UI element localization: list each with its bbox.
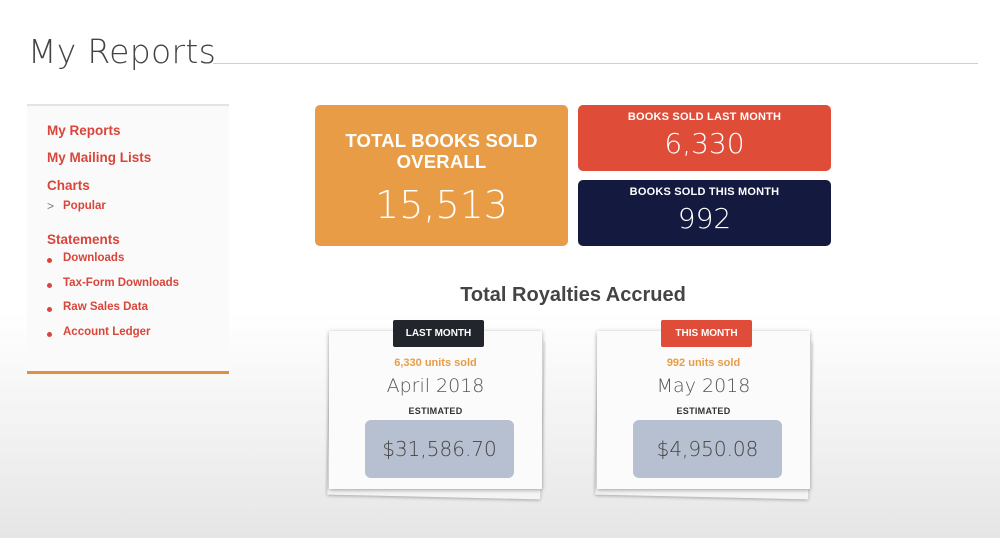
this-month-date: May 2018	[656, 375, 751, 397]
sidebar-link-my-mailing-lists[interactable]: My Mailing Lists	[47, 150, 152, 165]
sidebar-link-account-ledger[interactable]: Account Ledger	[63, 326, 151, 338]
total-label-line1: TOTAL BOOKS SOLD	[345, 130, 538, 151]
total-books-sold-card: TOTAL BOOKS SOLD OVERALL 15,513	[315, 105, 568, 246]
sidebar-link-popular[interactable]: Popular	[63, 200, 106, 212]
books-sold-last-month-label: BOOKS SOLD LAST MONTH	[627, 111, 782, 123]
sidebar-link-tax-form-downloads[interactable]: Tax-Form Downloads	[63, 277, 180, 289]
last-month-royalty-amount: $31,586.70	[365, 420, 514, 478]
total-label-line2: OVERALL	[396, 151, 487, 172]
last-month-badge: LAST MONTH	[393, 320, 484, 347]
title-divider	[213, 63, 978, 64]
sidebar-link-raw-sales-data[interactable]: Raw Sales Data	[63, 301, 149, 313]
page-title: My Reports	[28, 32, 217, 71]
this-month-estimated-label: ESTIMATED	[676, 406, 731, 416]
bullet-icon	[47, 332, 52, 337]
last-month-date: April 2018	[386, 375, 485, 397]
bullet-icon	[47, 258, 52, 263]
books-sold-this-month-card: BOOKS SOLD THIS MONTH 992	[578, 180, 831, 246]
bullet-icon	[47, 283, 52, 288]
sidebar-link-statements[interactable]: Statements	[47, 232, 120, 247]
books-sold-this-month-value: 992	[677, 202, 732, 235]
total-books-sold-label: TOTAL BOOKS SOLD OVERALL	[315, 130, 568, 172]
sidebar: My Reports My Mailing Lists Charts > Pop…	[27, 104, 229, 374]
total-books-sold-value: 15,513	[375, 183, 508, 227]
sidebar-link-my-reports[interactable]: My Reports	[47, 123, 121, 138]
books-sold-this-month-label: BOOKS SOLD THIS MONTH	[629, 186, 780, 198]
royalties-section-title: Total Royalties Accrued	[460, 284, 686, 306]
this-month-units-sold: 992 units sold	[666, 357, 741, 369]
page-header: My Reports	[28, 30, 978, 80]
last-month-estimated-label: ESTIMATED	[408, 406, 463, 416]
books-sold-last-month-value: 6,330	[664, 127, 745, 160]
sidebar-link-charts[interactable]: Charts	[47, 178, 90, 193]
chevron-right-icon: >	[47, 199, 55, 213]
this-month-badge: THIS MONTH	[661, 320, 752, 347]
this-month-royalty-amount: $4,950.08	[633, 420, 782, 478]
books-sold-last-month-card: BOOKS SOLD LAST MONTH 6,330	[578, 105, 831, 171]
bullet-icon	[47, 307, 52, 312]
last-month-units-sold: 6,330 units sold	[394, 357, 477, 369]
sidebar-link-downloads[interactable]: Downloads	[63, 252, 125, 264]
